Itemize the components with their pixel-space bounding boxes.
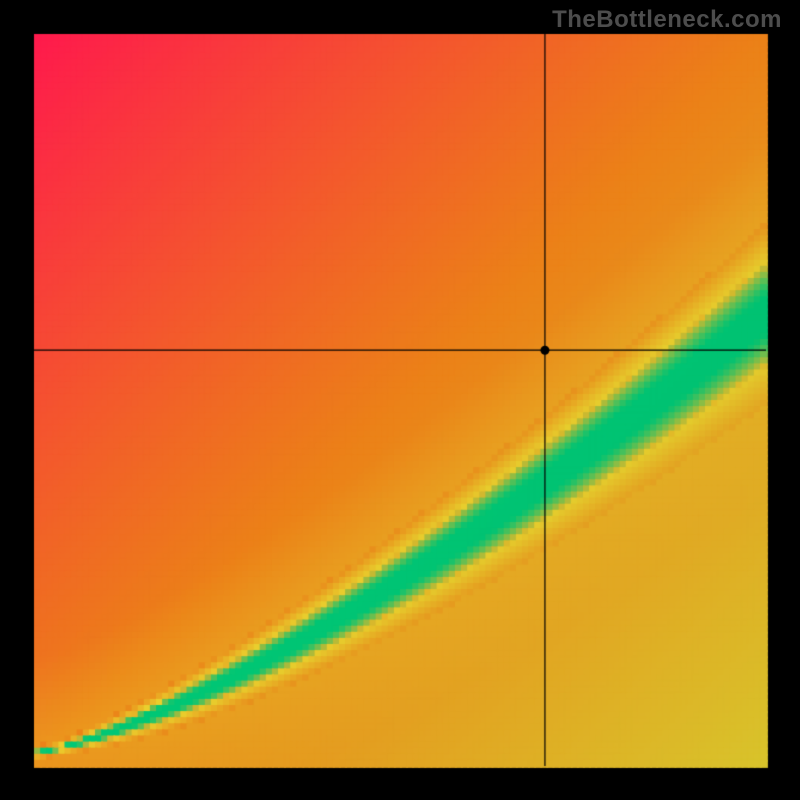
chart-container: TheBottleneck.com — [0, 0, 800, 800]
bottleneck-heatmap — [0, 0, 800, 800]
watermark-text: TheBottleneck.com — [552, 6, 782, 34]
